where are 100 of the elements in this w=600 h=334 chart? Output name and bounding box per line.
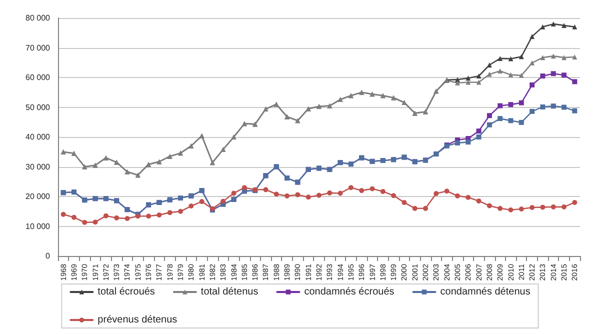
y-tick-label: 50 000: [26, 102, 51, 112]
point: [498, 116, 503, 122]
point: [562, 204, 567, 210]
point: [263, 187, 268, 192]
point: [540, 24, 546, 30]
point: [518, 206, 524, 212]
point: [380, 188, 386, 194]
point: [486, 203, 492, 208]
point: [188, 204, 194, 209]
point: [508, 72, 514, 78]
point: [518, 120, 524, 125]
point: [498, 56, 503, 61]
point: [508, 207, 514, 212]
point: [466, 80, 471, 85]
point: [550, 54, 556, 59]
point: [572, 54, 578, 60]
point: [476, 128, 482, 134]
point: [124, 216, 130, 222]
legend-label: total écroués: [98, 286, 155, 298]
legend-label: prévenus détenus: [98, 314, 178, 326]
point: [60, 212, 66, 217]
point: [146, 214, 152, 219]
legend-label: condamnés détenus: [440, 286, 530, 298]
point: [167, 210, 172, 216]
point: [370, 186, 375, 192]
point: [242, 185, 247, 190]
point: [434, 191, 439, 196]
point: [391, 193, 396, 198]
point: [199, 199, 204, 204]
point: [454, 140, 460, 146]
point: [498, 103, 503, 108]
point: [156, 212, 162, 218]
point: [476, 74, 482, 79]
point: [295, 192, 300, 198]
point: [476, 134, 482, 140]
point: [231, 190, 236, 196]
point: [454, 193, 460, 198]
point: [359, 188, 364, 194]
point: [518, 72, 524, 78]
point: [540, 74, 546, 79]
point: [476, 198, 482, 204]
point: [476, 80, 482, 85]
point: [572, 200, 578, 205]
point: [562, 22, 567, 28]
point: [562, 55, 567, 60]
point: [518, 54, 524, 60]
point: [550, 204, 556, 210]
point: [572, 24, 578, 30]
point: [114, 215, 120, 220]
point: [508, 56, 514, 62]
legend-label: total détenus: [200, 286, 258, 298]
point: [530, 60, 535, 66]
y-tick-label: 40 000: [26, 132, 51, 142]
point: [92, 220, 98, 225]
point: [103, 213, 108, 218]
point: [454, 77, 460, 82]
point: [444, 188, 450, 194]
point: [508, 118, 514, 124]
point: [274, 192, 279, 197]
point: [284, 193, 290, 198]
point: [550, 21, 556, 26]
point: [486, 122, 492, 128]
point: [562, 104, 567, 110]
point: [82, 220, 88, 225]
point: [220, 198, 226, 204]
y-tick-label: 20 000: [26, 192, 51, 201]
point: [550, 104, 556, 109]
point: [540, 204, 546, 210]
point: [316, 192, 322, 198]
point: [498, 68, 503, 74]
point: [530, 82, 535, 88]
point: [423, 206, 428, 211]
point: [540, 55, 546, 60]
point: [498, 206, 503, 211]
point: [572, 79, 578, 84]
y-tick-label: 0: [46, 252, 51, 260]
y-tick-label: 10 000: [26, 222, 51, 231]
y-tick-label: 30 000: [26, 162, 51, 172]
point: [540, 104, 546, 110]
y-tick-label: 60 000: [26, 73, 51, 82]
point: [486, 72, 492, 77]
point: [327, 190, 332, 196]
point: [572, 108, 578, 114]
point: [550, 71, 556, 76]
y-tick-label: 70 000: [26, 43, 51, 52]
point: [306, 194, 311, 200]
point: [486, 113, 492, 118]
point: [466, 140, 471, 145]
point: [466, 194, 471, 200]
point: [508, 102, 514, 108]
point: [562, 72, 567, 78]
y-tick-label: 80 000: [26, 14, 51, 22]
point: [71, 214, 76, 220]
point: [178, 208, 184, 214]
point: [412, 206, 418, 211]
point: [338, 190, 343, 196]
point: [530, 205, 535, 210]
legend-label: condamnés écroués: [304, 286, 394, 298]
point: [348, 185, 354, 190]
point: [402, 200, 407, 205]
